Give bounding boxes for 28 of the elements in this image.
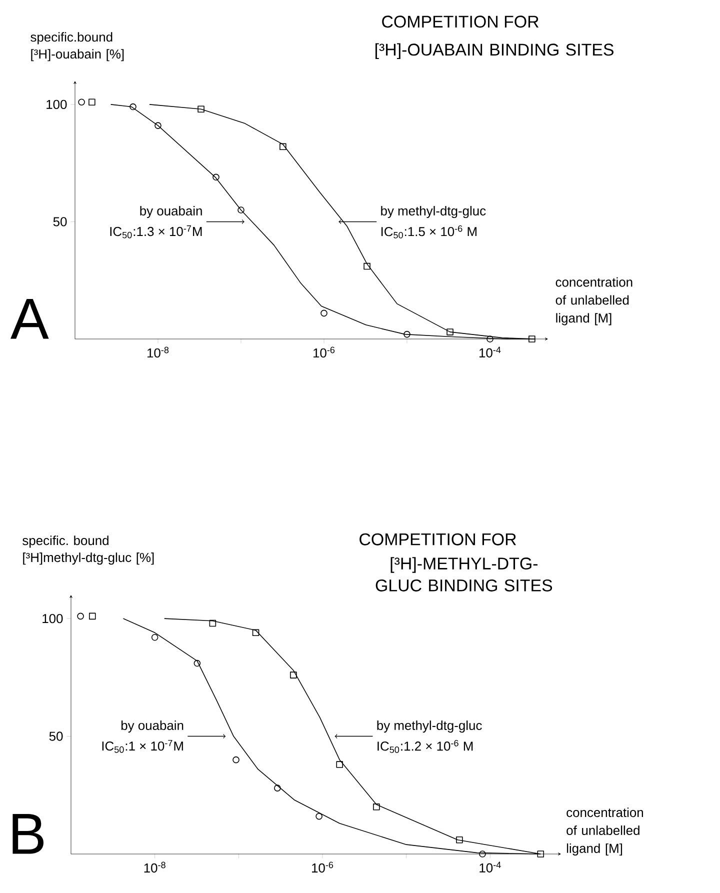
annotation: by ouabain [140,206,202,218]
y-tick-label: 50 [49,732,63,741]
x-axis-title: concentration of unlabelled ligand [M] [556,277,632,326]
annotation: IC$_{50}$:1.5 × 10$^{-6}$ M [381,225,476,238]
y-tick-label: 50 [53,217,67,226]
x-tick-label: 10$^{-4}$ [480,862,501,872]
annotation: by methyl-dtg-gluc [381,206,486,218]
y-axis-title: specific. bound [³H]methyl-dtg-gluc [%] [22,536,154,565]
annotation: IC$_{50}$:1 × 10$^{-7}$M [102,740,183,753]
annotation: by methyl-dtg-gluc [377,720,482,733]
y-axis-title: specific.bound [³H]-ouabain [%] [30,32,124,62]
chart-title: COMPETITION FOR [360,533,516,546]
annotation: by ouabain [121,720,184,733]
chart-subtitle: [³H]-OUABAIN BINDING SITES [375,43,614,60]
text: A [10,299,49,339]
y-tick-label: 100 [46,100,67,110]
x-tick-label: 10$^{-4}$ [479,346,501,358]
annotation: IC$_{50}$:1.2 × 10$^{-6}$ M [378,740,473,753]
annotation: IC$_{50}$:1.3 × 10$^{-7}$M [110,225,202,238]
x-tick-label: 10$^{-8}$ [147,346,169,358]
x-tick-label: 10$^{-6}$ [312,862,334,873]
text: B [12,814,44,854]
y-tick-label: 100 [42,614,63,624]
x-axis-title: concentration of unlabelled ligand [M] [566,808,643,856]
chart-subtitle: [³H]-METHYL-DTG-GLUC BINDING SITES [376,557,552,592]
x-tick-label: 10$^{-8}$ [144,862,166,873]
x-tick-label: 10$^{-6}$ [313,346,335,358]
chart-title: COMPETITION FOR [382,16,539,28]
